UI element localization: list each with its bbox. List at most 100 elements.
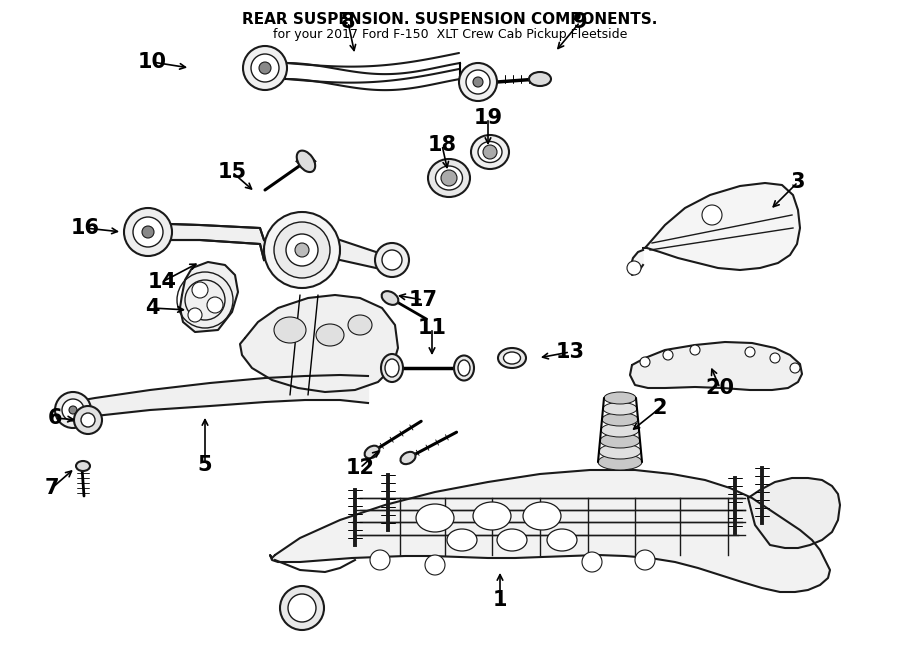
Circle shape	[627, 261, 641, 275]
Ellipse shape	[529, 72, 551, 86]
Ellipse shape	[348, 315, 372, 335]
Text: 9: 9	[572, 12, 588, 32]
Ellipse shape	[599, 444, 641, 459]
Circle shape	[483, 145, 497, 159]
Circle shape	[259, 62, 271, 74]
Text: 3: 3	[791, 172, 806, 192]
Circle shape	[62, 399, 84, 421]
Text: 17: 17	[409, 290, 437, 310]
Circle shape	[142, 226, 154, 238]
Ellipse shape	[436, 166, 463, 190]
Circle shape	[459, 63, 497, 101]
Text: 15: 15	[218, 162, 247, 182]
Text: 16: 16	[70, 218, 100, 238]
Circle shape	[375, 243, 409, 277]
Ellipse shape	[274, 317, 306, 343]
Circle shape	[441, 170, 457, 186]
Polygon shape	[270, 470, 830, 592]
Circle shape	[370, 550, 390, 570]
Text: 2: 2	[652, 398, 667, 418]
Ellipse shape	[497, 529, 527, 551]
Circle shape	[207, 297, 223, 313]
Text: for your 2017 Ford F-150  XLT Crew Cab Pickup Fleetside: for your 2017 Ford F-150 XLT Crew Cab Pi…	[273, 28, 627, 41]
Text: 12: 12	[346, 458, 374, 478]
Ellipse shape	[598, 454, 642, 470]
Ellipse shape	[447, 529, 477, 551]
Circle shape	[702, 205, 722, 225]
Ellipse shape	[600, 434, 640, 448]
Ellipse shape	[382, 291, 399, 305]
Text: 14: 14	[148, 272, 176, 292]
Polygon shape	[748, 478, 840, 548]
Circle shape	[770, 353, 780, 363]
Circle shape	[274, 222, 330, 278]
Text: 10: 10	[138, 52, 166, 72]
Ellipse shape	[385, 359, 399, 377]
Circle shape	[690, 345, 700, 355]
Ellipse shape	[604, 392, 636, 404]
Text: 6: 6	[48, 408, 62, 428]
Circle shape	[133, 217, 163, 247]
Circle shape	[251, 54, 279, 82]
Circle shape	[790, 363, 800, 373]
Ellipse shape	[428, 159, 470, 197]
Circle shape	[288, 594, 316, 622]
Circle shape	[188, 308, 202, 322]
Ellipse shape	[523, 502, 561, 530]
Text: 18: 18	[428, 135, 456, 155]
Circle shape	[55, 392, 91, 428]
Text: 11: 11	[418, 318, 446, 338]
Ellipse shape	[297, 151, 315, 172]
Circle shape	[663, 350, 673, 360]
Text: 7: 7	[45, 478, 59, 498]
Circle shape	[74, 406, 102, 434]
Text: 8: 8	[341, 12, 356, 32]
Ellipse shape	[603, 403, 637, 415]
Circle shape	[382, 250, 402, 270]
Ellipse shape	[316, 324, 344, 346]
Circle shape	[264, 212, 340, 288]
Circle shape	[192, 282, 208, 298]
Ellipse shape	[400, 452, 416, 464]
Circle shape	[286, 234, 318, 266]
Circle shape	[745, 347, 755, 357]
Ellipse shape	[498, 348, 526, 368]
Ellipse shape	[503, 352, 520, 364]
Circle shape	[473, 77, 483, 87]
Ellipse shape	[478, 141, 502, 163]
Ellipse shape	[76, 461, 90, 471]
Polygon shape	[240, 295, 398, 392]
Circle shape	[635, 550, 655, 570]
Ellipse shape	[416, 504, 454, 532]
Circle shape	[466, 70, 490, 94]
Ellipse shape	[454, 356, 474, 381]
Circle shape	[295, 243, 309, 257]
Polygon shape	[180, 262, 238, 332]
Ellipse shape	[473, 502, 511, 530]
Polygon shape	[643, 183, 800, 270]
Text: 1: 1	[493, 590, 508, 610]
Circle shape	[124, 208, 172, 256]
Text: REAR SUSPENSION. SUSPENSION COMPONENTS.: REAR SUSPENSION. SUSPENSION COMPONENTS.	[242, 12, 658, 27]
Ellipse shape	[602, 412, 638, 426]
Polygon shape	[630, 250, 643, 275]
Circle shape	[425, 555, 445, 575]
Ellipse shape	[381, 354, 403, 382]
Ellipse shape	[601, 423, 639, 437]
Circle shape	[280, 586, 324, 630]
Ellipse shape	[547, 529, 577, 551]
Text: 5: 5	[198, 455, 212, 475]
Ellipse shape	[364, 446, 380, 458]
Text: 13: 13	[555, 342, 584, 362]
Polygon shape	[630, 342, 802, 390]
Text: 4: 4	[145, 298, 159, 318]
Circle shape	[243, 46, 287, 90]
Ellipse shape	[471, 135, 509, 169]
Circle shape	[81, 413, 95, 427]
Ellipse shape	[458, 360, 470, 376]
Text: 20: 20	[706, 378, 734, 398]
Circle shape	[582, 552, 602, 572]
Circle shape	[640, 357, 650, 367]
Circle shape	[69, 406, 77, 414]
Text: 19: 19	[473, 108, 502, 128]
